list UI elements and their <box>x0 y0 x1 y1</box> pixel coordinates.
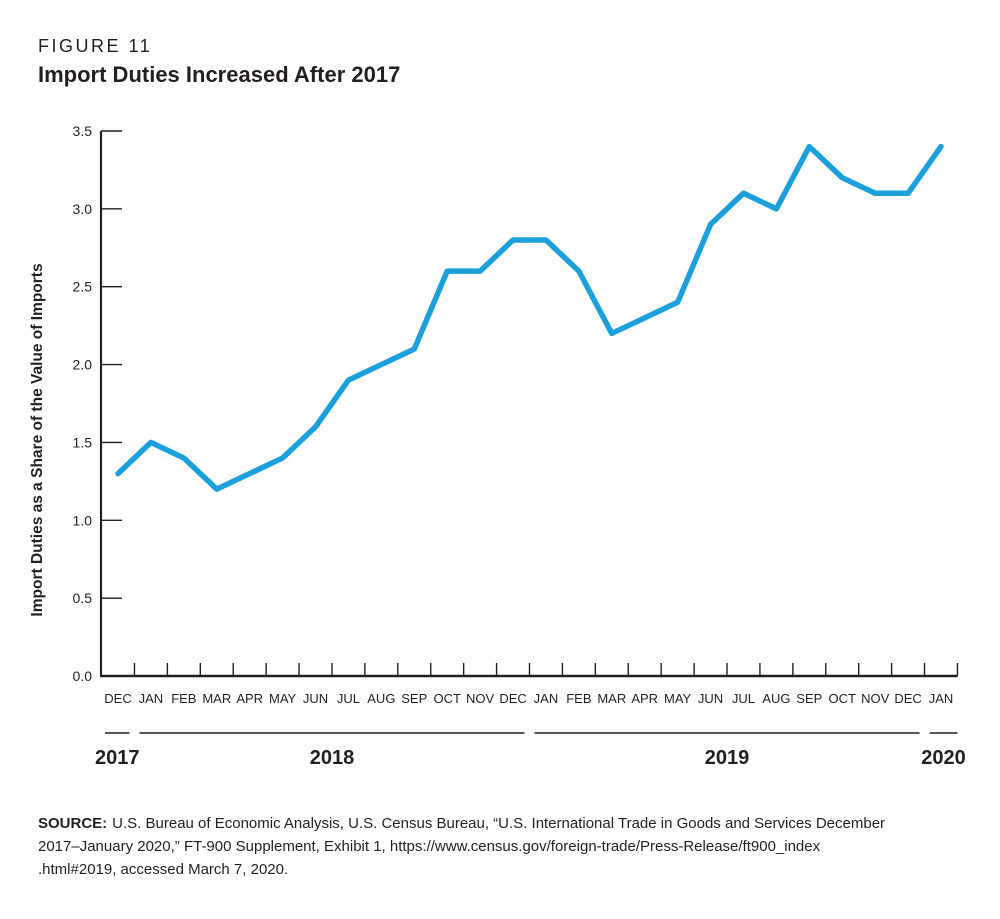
line-chart: 0.0 0.5 1.0 1.5 2.0 2.5 3.0 3.5 DEC JAN FEB MAR APR M… <box>29 123 966 769</box>
year-label: 2018 <box>310 747 355 769</box>
month-label: SEP <box>401 691 427 706</box>
month-label: NOV <box>861 691 890 706</box>
y-tick-label: 1.0 <box>73 512 93 528</box>
month-label: JUN <box>303 691 328 706</box>
month-label: SEP <box>796 691 822 706</box>
source-line: SOURCE: U.S. Bureau of Economic Analysis,… <box>38 812 958 835</box>
source-text-1: U.S. Bureau of Economic Analysis, U.S. C… <box>112 815 886 832</box>
month-label: MAY <box>269 691 297 706</box>
month-label: DEC <box>894 691 921 706</box>
y-tick-label: 0.0 <box>73 668 93 684</box>
data-line <box>115 143 944 492</box>
month-label: NOV <box>466 691 495 706</box>
source-text-3: .html#2019, accessed March 7, 2020. <box>38 861 289 878</box>
y-tick-label: 0.5 <box>73 590 93 606</box>
month-label: AUG <box>367 691 395 706</box>
month-label: JAN <box>929 691 954 706</box>
year-label: 2019 <box>705 747 750 769</box>
month-label: JUN <box>698 691 723 706</box>
month-label: JUL <box>732 691 755 706</box>
source-text-2: 2017–January 2020,” FT-900 Supplement, E… <box>38 838 821 855</box>
month-label: JUL <box>337 691 360 706</box>
month-label: FEB <box>171 691 196 706</box>
source-label: SOURCE: <box>38 815 108 832</box>
month-label: APR <box>631 691 658 706</box>
month-label: DEC <box>499 691 526 706</box>
month-label: MAR <box>597 691 626 706</box>
month-label: MAR <box>202 691 231 706</box>
month-label: JAN <box>534 691 559 706</box>
month-label: APR <box>236 691 263 706</box>
month-label: OCT <box>829 691 857 706</box>
source-note: SOURCE: U.S. Bureau of Economic Analysis,… <box>38 812 958 881</box>
month-label: JAN <box>139 691 164 706</box>
figure-title: Import Duties Increased After 2017 <box>38 62 401 87</box>
year-label: 2020 <box>921 747 966 769</box>
month-label: MAY <box>664 691 692 706</box>
y-tick-label: 3.0 <box>73 201 93 217</box>
figure-header: FIGURE 11 Import Duties Increased After … <box>38 36 400 88</box>
figure-label: FIGURE 11 <box>38 36 153 56</box>
month-label: OCT <box>433 691 461 706</box>
month-label: AUG <box>762 691 790 706</box>
y-tick-label: 3.5 <box>73 123 93 139</box>
month-label: DEC <box>104 691 131 706</box>
y-tick-label: 2.5 <box>73 279 93 295</box>
y-axis-title: Import Duties as a Share of the Value of… <box>29 263 46 616</box>
month-label: FEB <box>566 691 591 706</box>
year-label: 2017 <box>95 747 140 769</box>
y-tick-label: 2.0 <box>73 357 93 373</box>
y-tick-label: 1.5 <box>73 434 93 450</box>
